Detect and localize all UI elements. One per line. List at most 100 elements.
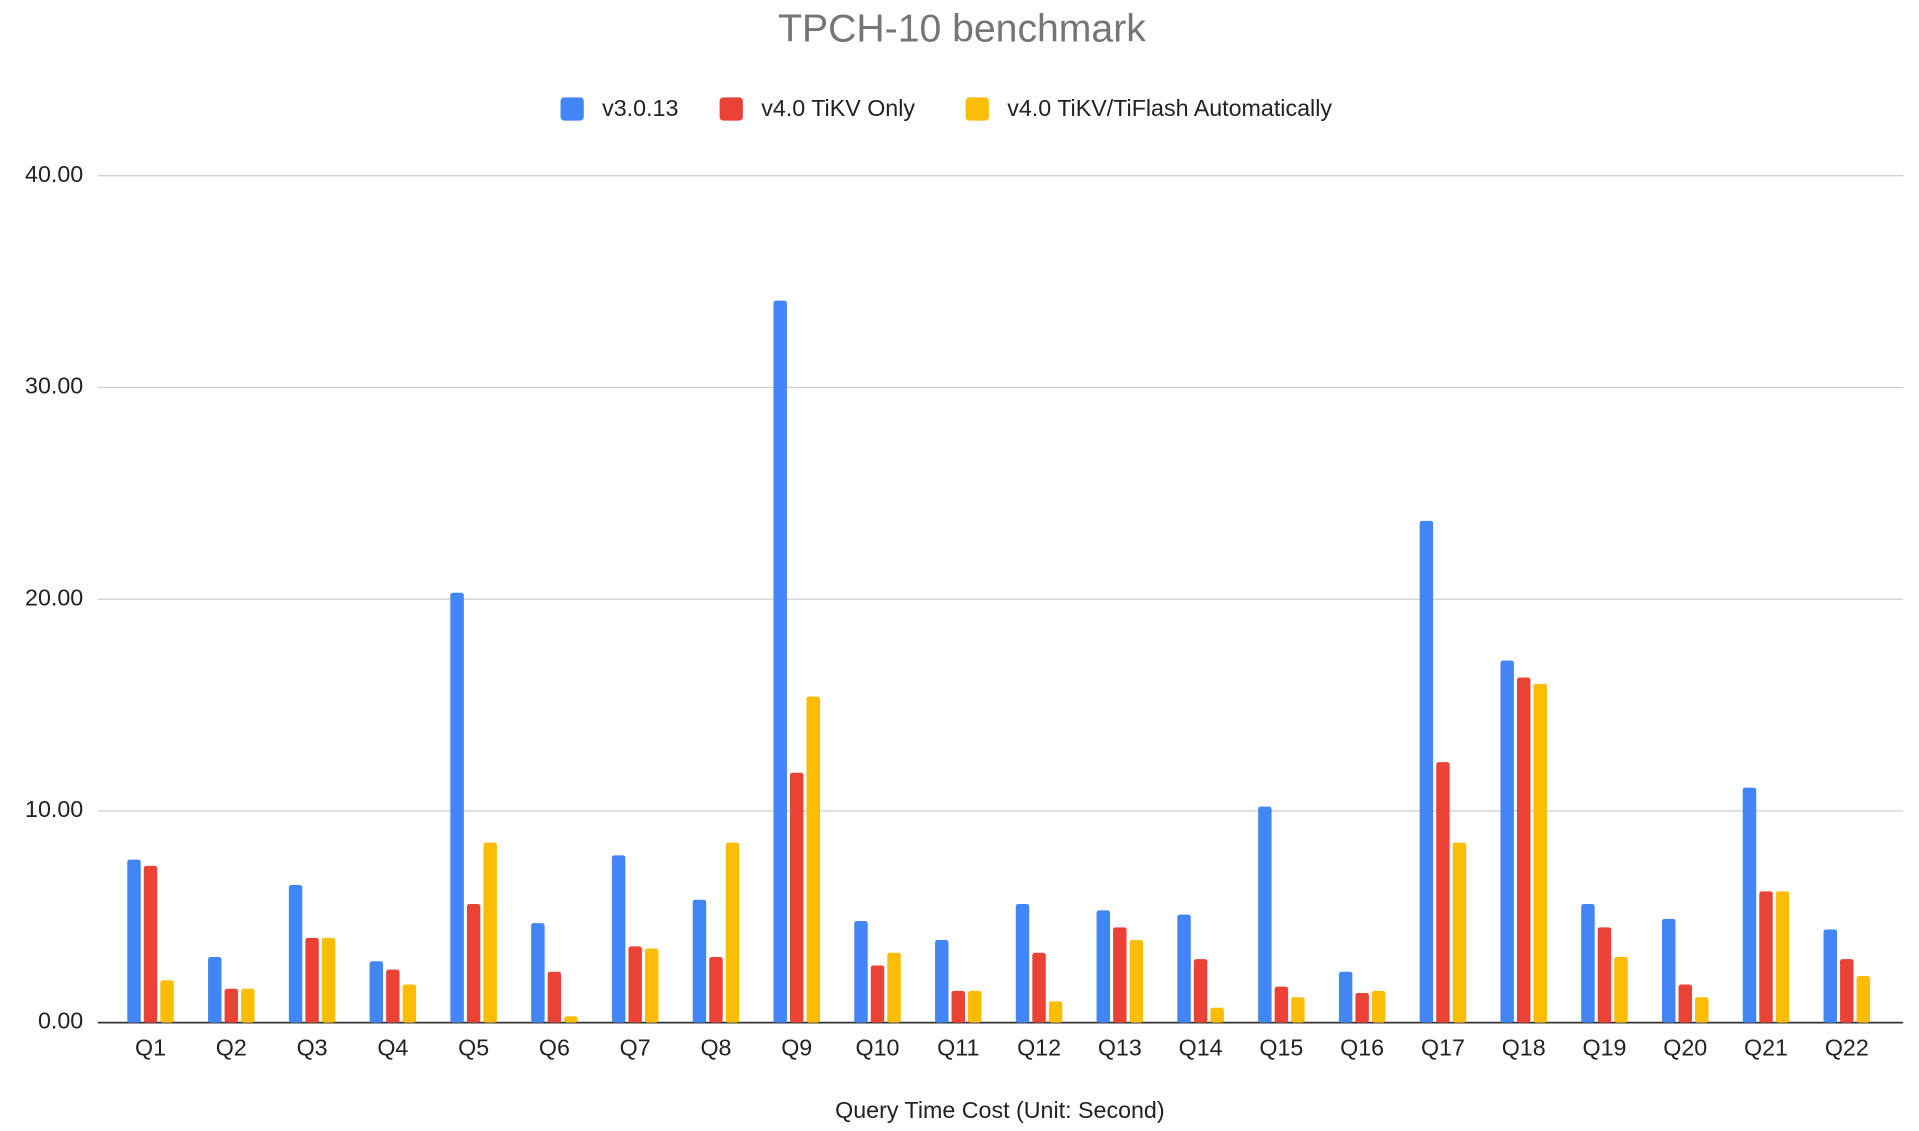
bar <box>725 842 740 1023</box>
x-tick-label: Q7 <box>620 1035 651 1061</box>
bar <box>1129 940 1144 1023</box>
bar <box>1500 660 1514 1023</box>
bar <box>1177 914 1191 1023</box>
bar <box>806 696 820 1023</box>
bar <box>968 990 982 1023</box>
bar <box>1096 910 1111 1023</box>
x-tick-label: Q19 <box>1582 1035 1626 1061</box>
x-tick-label: Q22 <box>1825 1035 1869 1061</box>
bar <box>1291 997 1305 1023</box>
legend-swatch <box>965 97 989 121</box>
bar <box>1516 677 1531 1023</box>
bar <box>1614 956 1628 1023</box>
bar <box>224 988 239 1023</box>
bar <box>143 865 158 1023</box>
bar <box>450 592 464 1023</box>
bar <box>402 984 417 1023</box>
legend-label: v4.0 TiKV Only <box>761 95 915 121</box>
x-tick-label: Q4 <box>377 1035 408 1061</box>
bar <box>1661 918 1676 1023</box>
legend-label: v3.0.13 <box>602 95 678 121</box>
bar <box>1759 891 1773 1023</box>
bar <box>611 855 626 1023</box>
x-tick-label: Q1 <box>135 1035 166 1061</box>
bar <box>951 990 966 1023</box>
chart-title: TPCH-10 benchmark <box>778 8 1146 51</box>
bar <box>1775 891 1790 1023</box>
bar <box>369 961 384 1023</box>
bar <box>935 940 949 1023</box>
bar <box>709 956 723 1023</box>
bar <box>1048 1001 1063 1023</box>
bar <box>1856 976 1871 1023</box>
x-tick-label: Q21 <box>1744 1035 1788 1061</box>
bar <box>644 948 659 1023</box>
bar <box>321 937 336 1023</box>
y-tick-label: 30.00 <box>25 373 83 399</box>
bar <box>773 300 787 1023</box>
x-tick-label: Q10 <box>856 1035 900 1061</box>
bar <box>870 965 885 1023</box>
bar <box>1533 683 1547 1023</box>
bar <box>1436 762 1450 1023</box>
bar <box>1419 520 1434 1023</box>
bar <box>1193 959 1208 1023</box>
bar <box>1371 990 1386 1023</box>
legend-swatch <box>560 97 584 121</box>
bar <box>241 988 255 1023</box>
bar <box>208 956 222 1023</box>
bar <box>1032 952 1046 1023</box>
x-tick-label: Q18 <box>1502 1035 1546 1061</box>
bar <box>1338 971 1353 1023</box>
bar <box>466 904 481 1023</box>
bar <box>386 969 400 1023</box>
x-tick-label: Q11 <box>937 1035 979 1061</box>
y-tick-label: 10.00 <box>25 796 83 822</box>
x-tick-label: Q2 <box>216 1035 247 1061</box>
bar <box>887 952 901 1023</box>
x-tick-label: Q17 <box>1421 1035 1465 1061</box>
bar <box>1210 1007 1224 1023</box>
bar <box>1452 842 1467 1023</box>
bar <box>1581 904 1595 1023</box>
bar <box>628 946 642 1023</box>
x-tick-label: Q8 <box>700 1035 731 1061</box>
x-tick-label: Q12 <box>1017 1035 1061 1061</box>
y-tick-label: 40.00 <box>25 161 83 187</box>
x-tick-label: Q6 <box>539 1035 570 1061</box>
x-tick-label: Q3 <box>297 1035 328 1061</box>
bar <box>160 980 174 1023</box>
x-tick-label: Q9 <box>781 1035 812 1061</box>
bar <box>1742 787 1757 1023</box>
x-tick-label: Q15 <box>1259 1035 1303 1061</box>
bar <box>1840 959 1854 1023</box>
bar <box>483 842 497 1023</box>
bar <box>127 859 141 1023</box>
bar <box>547 971 562 1023</box>
bar <box>789 772 804 1023</box>
bar <box>1597 927 1612 1023</box>
x-tick-label: Q13 <box>1098 1035 1142 1061</box>
bar <box>305 937 319 1023</box>
x-tick-label: Q5 <box>458 1035 489 1061</box>
bar <box>692 899 707 1023</box>
bar <box>1015 904 1030 1023</box>
bar <box>1258 806 1272 1023</box>
bar <box>1678 984 1692 1023</box>
bar <box>854 920 868 1023</box>
x-tick-label: Q20 <box>1663 1035 1707 1061</box>
bar <box>1355 992 1369 1023</box>
x-tick-label: Q14 <box>1179 1035 1223 1061</box>
bar <box>1274 986 1289 1023</box>
y-tick-label: 20.00 <box>25 584 83 610</box>
legend-swatch <box>719 97 743 121</box>
bar <box>1823 929 1838 1023</box>
bar <box>1695 997 1709 1023</box>
y-tick-label: 0.00 <box>38 1008 83 1034</box>
bar <box>564 1016 578 1023</box>
legend-label: v4.0 TiKV/TiFlash Automatically <box>1007 95 1332 121</box>
x-axis-title: Query Time Cost (Unit: Second) <box>835 1097 1165 1123</box>
bar <box>1113 927 1127 1023</box>
